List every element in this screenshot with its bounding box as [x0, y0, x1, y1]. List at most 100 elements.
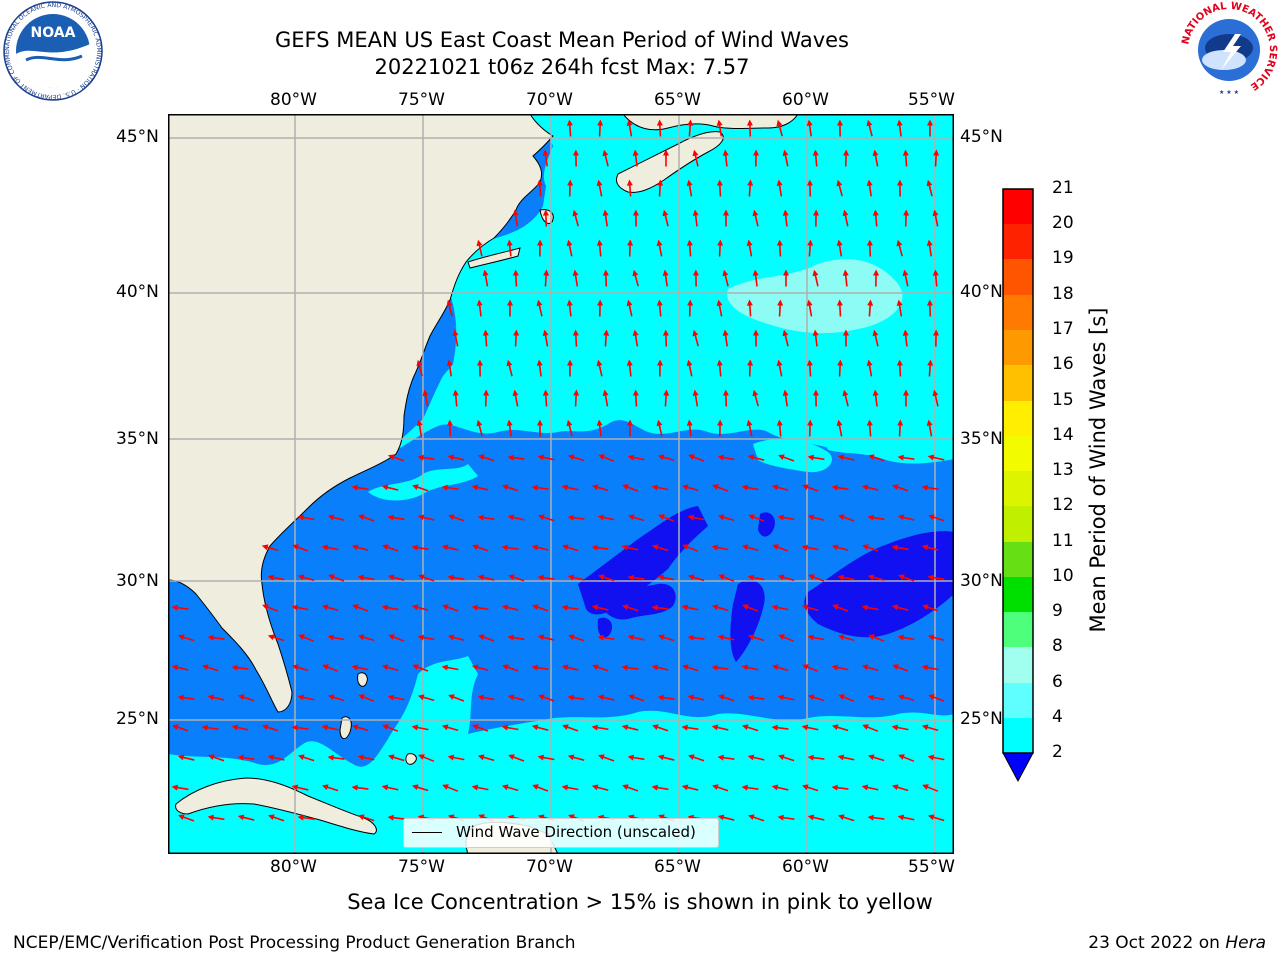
wave-direction-arrow: [891, 724, 909, 731]
wave-direction-arrow: [598, 454, 615, 462]
wave-direction-arrow: [267, 814, 285, 822]
wave-direction-arrow: [662, 209, 669, 227]
band-lt2-patch: [804, 531, 954, 638]
band-4-6-south: [168, 656, 954, 854]
wave-direction-arrow: [382, 544, 399, 552]
wave-direction-arrow: [898, 574, 915, 582]
wave-direction-arrow: [922, 604, 939, 612]
wave-direction-arrow: [357, 814, 375, 822]
wave-direction-arrow: [717, 814, 735, 821]
colorbar-tick-label: 19: [1052, 248, 1074, 268]
wave-direction-arrow: [627, 239, 634, 257]
wave-direction-arrow: [536, 419, 543, 437]
wave-direction-arrow: [903, 389, 909, 407]
wave-direction-arrow: [723, 209, 729, 227]
wave-direction-arrow: [866, 239, 873, 257]
wave-direction-arrow: [746, 419, 753, 437]
wave-direction-arrow: [932, 269, 939, 287]
wave-direction-arrow: [836, 179, 843, 197]
wave-direction-arrow: [656, 419, 663, 437]
wave-direction-arrow: [716, 179, 723, 197]
wave-direction-arrow: [572, 149, 579, 167]
wave-direction-arrow: [692, 329, 699, 347]
wave-direction-arrow: [921, 724, 939, 732]
wave-direction-arrow: [657, 754, 675, 761]
wave-direction-arrow: [682, 544, 699, 552]
land-north-america: [168, 114, 554, 713]
land-cuba: [175, 777, 377, 835]
svg-text:NOAA: NOAA: [31, 25, 76, 41]
wave-direction-arrow: [921, 484, 939, 491]
wave-direction-arrow: [922, 784, 939, 792]
wave-direction-arrow: [477, 454, 495, 462]
legend-line-icon: [412, 832, 442, 833]
wave-direction-arrow: [921, 544, 939, 551]
wave-direction-arrow: [447, 454, 465, 461]
wave-direction-arrow: [567, 359, 573, 377]
wave-direction-arrow: [902, 329, 909, 347]
lon-label-bottom: 60°W: [782, 857, 829, 877]
wave-direction-arrow: [267, 574, 285, 581]
wave-direction-arrow: [536, 299, 543, 317]
wave-direction-arrow: [681, 664, 699, 672]
wave-direction-arrow: [561, 544, 579, 552]
colorbar-tick-label: 9: [1052, 601, 1063, 621]
wave-direction-arrow: [542, 149, 549, 167]
wave-direction-arrow: [507, 574, 525, 582]
colorbar-band: [1003, 612, 1033, 647]
wave-direction-arrow: [297, 754, 315, 762]
wave-direction-arrow: [596, 179, 603, 197]
wave-direction-arrow: [482, 269, 489, 287]
footer-date: 23 Oct 2022 on Hera: [1088, 933, 1266, 953]
colorbar-tick-label: 13: [1052, 460, 1074, 480]
wave-direction-arrow: [602, 209, 609, 227]
wave-direction-arrow: [321, 544, 339, 551]
wave-direction-arrow: [927, 359, 934, 377]
lon-label-top: 55°W: [908, 90, 955, 110]
wave-direction-arrow: [927, 119, 933, 137]
wave-direction-arrow: [656, 299, 663, 317]
wave-direction-arrow: [537, 514, 555, 522]
colorbar-tick-label: 20: [1052, 213, 1074, 233]
lon-label-bottom: 65°W: [654, 857, 701, 877]
wave-direction-arrow: [471, 484, 489, 491]
sea-ice-caption: Sea Ice Concentration > 15% is shown in …: [347, 890, 933, 914]
wave-direction-arrow: [537, 454, 555, 461]
wave-direction-arrow: [358, 694, 375, 702]
wave-direction-arrow: [201, 664, 219, 672]
wave-direction-arrow: [776, 359, 783, 377]
wave-direction-arrow: [711, 664, 729, 671]
lat-label-left: 45°N: [116, 127, 159, 147]
wave-direction-arrow: [327, 754, 345, 761]
wave-direction-arrow: [891, 604, 909, 611]
lon-label-bottom: 75°W: [398, 857, 445, 877]
wave-direction-arrow: [891, 784, 909, 792]
wave-direction-arrow: [808, 574, 825, 582]
wave-direction-arrow: [753, 149, 760, 167]
wave-direction-arrow: [831, 724, 849, 732]
wave-direction-arrow: [687, 299, 694, 317]
wave-direction-arrow: [447, 754, 465, 761]
wave-direction-arrow: [602, 389, 609, 407]
wave-direction-arrow: [626, 299, 633, 317]
wave-direction-arrow: [387, 814, 405, 821]
wave-direction-arrow: [442, 784, 459, 792]
wave-direction-arrow: [632, 329, 639, 347]
wave-direction-arrow: [722, 269, 729, 287]
wave-direction-arrow: [537, 634, 555, 641]
wave-direction-arrow: [411, 784, 429, 792]
wave-direction-arrow: [747, 454, 765, 461]
colorbar-tick-label: 18: [1052, 284, 1074, 304]
wave-direction-arrow: [873, 269, 880, 287]
land-bahamas: [357, 672, 368, 687]
wave-direction-arrow: [686, 359, 693, 377]
wave-direction-arrow: [207, 814, 225, 821]
wave-direction-arrow: [752, 269, 759, 287]
wave-direction-arrow: [837, 754, 855, 761]
wave-direction-arrow: [632, 149, 639, 167]
wave-direction-arrow: [602, 269, 609, 287]
wave-direction-arrow: [447, 574, 465, 581]
wave-direction-arrow: [717, 454, 735, 461]
wave-direction-arrow: [621, 664, 639, 671]
wave-direction-arrow: [506, 419, 513, 437]
